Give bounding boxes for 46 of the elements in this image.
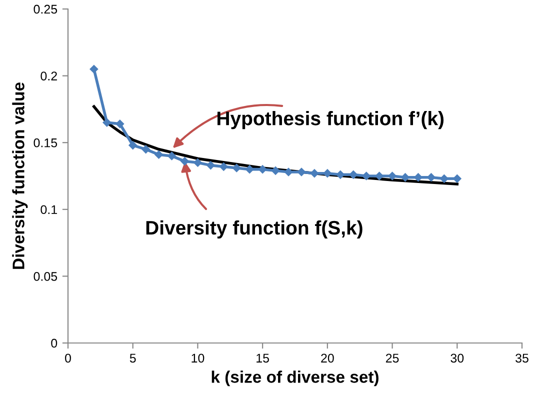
x-tick-label: 25 [386,354,399,363]
point [102,118,112,127]
y-tick-label: 0.05 [34,272,58,281]
point [271,166,280,175]
point [154,150,163,159]
point [297,168,306,176]
point [232,164,241,172]
y-tick-label: 0.25 [34,4,58,14]
point [362,172,370,180]
x-tick-label: 35 [516,354,528,363]
point [323,169,332,178]
point [116,120,124,128]
x-tick-label: 5 [130,354,136,363]
point [206,161,215,170]
point [142,145,150,154]
point [220,162,228,171]
annotation: Diversity function f(S,k) [146,220,362,238]
point [168,152,176,160]
point [375,172,384,180]
x-tick-label: 0 [65,354,71,363]
point [245,165,254,174]
point [128,141,137,150]
point [453,174,462,183]
y-axis-title: Diversity function value [12,82,28,269]
point [284,168,293,176]
y-tick-label: 0.15 [34,138,58,148]
point [194,158,202,167]
point [258,165,267,174]
annotation: Hypothesis function f’(k) [218,111,444,130]
x-tick-label: 20 [321,354,334,363]
x-axis-title: k (size of diverse set) [212,370,378,386]
point [401,173,410,182]
y-tick-label: 0.2 [40,72,57,80]
point [388,172,396,180]
point [90,64,98,74]
point [414,173,422,182]
y-tick-label: 0 [51,338,58,348]
point [180,157,189,166]
point [427,173,436,182]
point [349,170,358,179]
y-tick-label: 0.1 [40,205,57,214]
x-tick-label: 30 [450,354,464,363]
x-tick-label: 10 [192,354,204,363]
point [440,174,448,183]
point [310,169,319,178]
x-tick-label: 15 [256,354,269,363]
